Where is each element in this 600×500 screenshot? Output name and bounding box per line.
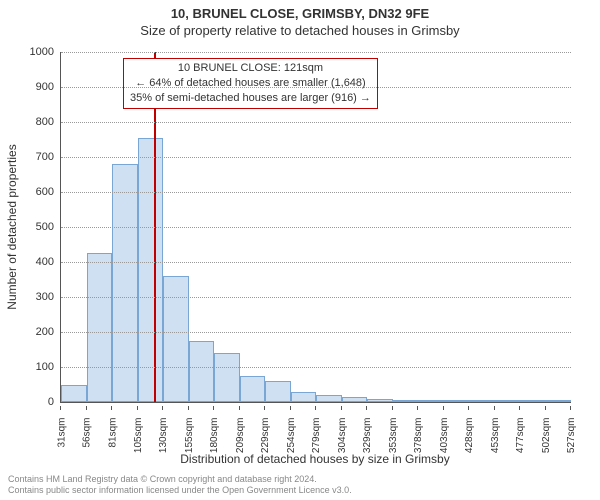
page-title-sub: Size of property relative to detached ho… (0, 23, 600, 38)
x-tick-label: 279sqm (312, 418, 323, 454)
histogram-bar (87, 253, 113, 402)
x-tick-label: 477sqm (516, 418, 527, 454)
histogram-bar (61, 385, 87, 403)
y-tick-label: 800 (20, 116, 54, 128)
y-tick-label: 400 (20, 256, 54, 268)
histogram-bar (138, 138, 164, 402)
histogram-bar (163, 276, 189, 402)
x-tick-label: 353sqm (388, 418, 399, 454)
histogram-bar (520, 400, 546, 402)
x-tick-label: 56sqm (82, 418, 93, 448)
y-gridline (61, 367, 571, 368)
x-tick-label: 81sqm (108, 418, 119, 448)
histogram-bar (265, 381, 291, 402)
histogram-bar (367, 399, 393, 403)
y-tick-label: 0 (20, 396, 54, 408)
histogram-chart: Number of detached properties 10 BRUNEL … (60, 52, 570, 402)
y-gridline (61, 332, 571, 333)
y-gridline (61, 297, 571, 298)
property-callout: 10 BRUNEL CLOSE: 121sqm ← 64% of detache… (123, 58, 378, 109)
histogram-bar (469, 400, 495, 402)
x-tick-label: 105sqm (133, 418, 144, 454)
x-tick-label: 378sqm (414, 418, 425, 454)
y-gridline (61, 262, 571, 263)
callout-line-3: 35% of semi-detached houses are larger (… (130, 91, 371, 106)
histogram-bar (393, 400, 419, 402)
histogram-bar (444, 400, 470, 402)
page-title-address: 10, BRUNEL CLOSE, GRIMSBY, DN32 9FE (0, 0, 600, 21)
histogram-bar (240, 376, 266, 402)
x-tick-label: 403sqm (439, 418, 450, 454)
y-tick-label: 700 (20, 151, 54, 163)
x-tick-label: 304sqm (337, 418, 348, 454)
callout-line-1: 10 BRUNEL CLOSE: 121sqm (130, 61, 371, 76)
histogram-bar (316, 395, 342, 402)
x-tick-label: 329sqm (363, 418, 374, 454)
histogram-bar (291, 392, 317, 403)
x-tick-label: 229sqm (261, 418, 272, 454)
callout-line-2: ← 64% of detached houses are smaller (1,… (130, 76, 371, 91)
y-axis-label: Number of detached properties (5, 144, 19, 309)
x-tick-label: 155sqm (184, 418, 195, 454)
y-tick-label: 100 (20, 361, 54, 373)
histogram-bar (189, 341, 215, 402)
plot-area: 10 BRUNEL CLOSE: 121sqm ← 64% of detache… (60, 52, 571, 403)
y-gridline (61, 122, 571, 123)
histogram-bar (342, 397, 368, 402)
footer-line-2: Contains public sector information licen… (8, 485, 352, 496)
x-tick-label: 527sqm (567, 418, 578, 454)
histogram-bar (546, 400, 572, 402)
y-gridline (61, 87, 571, 88)
histogram-bar (418, 400, 444, 402)
footer-line-1: Contains HM Land Registry data © Crown c… (8, 474, 352, 485)
y-tick-label: 1000 (20, 46, 54, 58)
y-gridline (61, 52, 571, 53)
x-tick-label: 428sqm (465, 418, 476, 454)
y-tick-label: 300 (20, 291, 54, 303)
y-tick-label: 500 (20, 221, 54, 233)
x-tick-label: 209sqm (235, 418, 246, 454)
x-tick-label: 130sqm (159, 418, 170, 454)
x-tick-label: 31sqm (57, 418, 68, 448)
y-gridline (61, 227, 571, 228)
x-axis-label: Distribution of detached houses by size … (60, 452, 570, 466)
figure-root: 10, BRUNEL CLOSE, GRIMSBY, DN32 9FE Size… (0, 0, 600, 500)
y-gridline (61, 157, 571, 158)
x-tick-label: 453sqm (490, 418, 501, 454)
y-gridline (61, 192, 571, 193)
x-tick-label: 502sqm (541, 418, 552, 454)
x-tick-label: 180sqm (210, 418, 221, 454)
x-tick-label: 254sqm (286, 418, 297, 454)
y-tick-label: 600 (20, 186, 54, 198)
y-tick-label: 200 (20, 326, 54, 338)
histogram-bar (495, 400, 521, 402)
y-tick-label: 900 (20, 81, 54, 93)
histogram-bar (214, 353, 240, 402)
footer-attribution: Contains HM Land Registry data © Crown c… (8, 474, 352, 497)
